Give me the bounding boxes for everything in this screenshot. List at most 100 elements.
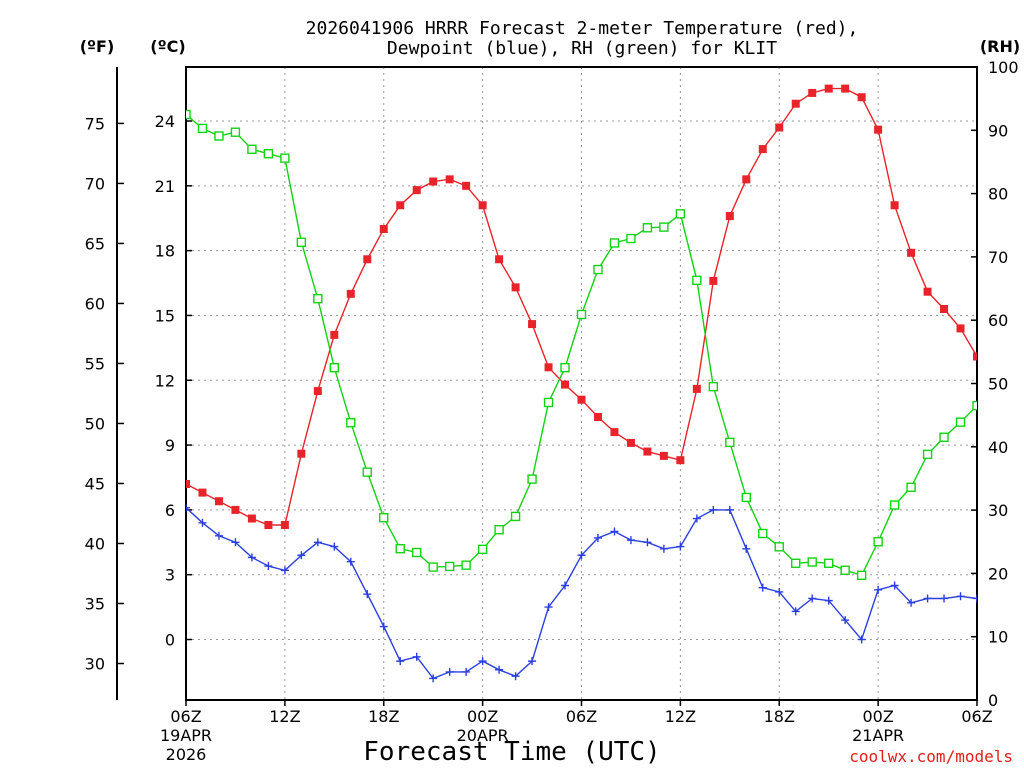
rh-point: [609, 238, 620, 248]
fahrenheit-tick-label: 35: [85, 595, 105, 614]
temperature-point: [577, 395, 586, 404]
x-tick-label: 00Z: [862, 707, 893, 726]
temperature-point: [874, 125, 883, 134]
rh-point: [593, 264, 603, 275]
dewpoint-point: [841, 616, 850, 625]
rh-unit-label: (RH): [980, 37, 1020, 56]
rh-point: [856, 570, 867, 580]
series-dewpoint: [186, 503, 977, 683]
rh-point: [280, 153, 290, 163]
fahrenheit-tick-label: 30: [85, 655, 105, 674]
temperature-point: [186, 479, 190, 488]
rh-point: [263, 149, 274, 159]
rh-point: [774, 542, 784, 552]
dewpoint-point: [857, 635, 866, 644]
dewpoint-point: [643, 538, 652, 547]
x-tick-label: 06Z: [170, 707, 201, 726]
dewpoint-point: [528, 657, 537, 666]
x-tick-label: 06Z: [566, 707, 597, 726]
dewpoint-point: [676, 542, 685, 551]
x-tick-label: 18Z: [368, 707, 399, 726]
dewpoint-point: [709, 505, 718, 514]
celsius-tick-label: 0: [165, 631, 175, 650]
rh-point: [725, 437, 735, 448]
dewpoint-point: [692, 514, 701, 523]
dewpoint-point: [495, 665, 504, 674]
rh-point: [412, 547, 422, 558]
rh-point: [510, 511, 521, 522]
rh-point: [791, 558, 801, 568]
dewpoint-point: [923, 594, 932, 603]
series-2-meter-temperature: [186, 84, 977, 530]
rh-point: [642, 223, 653, 233]
temperature-point: [742, 175, 751, 184]
dewpoint-point: [363, 590, 372, 599]
temperature-point: [363, 255, 372, 264]
rh-point: [889, 500, 900, 510]
gridlines: [186, 67, 977, 700]
rh-point: [362, 467, 372, 477]
rh-point: [692, 275, 702, 286]
x-axis-title: Forecast Time (UTC): [363, 737, 660, 767]
dewpoint-point: [544, 603, 553, 612]
temperature-point: [280, 521, 289, 530]
temperature-point: [214, 497, 223, 506]
rh-point: [659, 222, 669, 232]
temperature-point: [297, 449, 306, 458]
rh-point: [939, 432, 949, 443]
rh-point: [428, 562, 438, 572]
temperature-point: [593, 412, 602, 421]
dewpoint-point: [907, 598, 916, 607]
dewpoint-point: [940, 594, 949, 603]
dewpoint-point: [330, 542, 339, 551]
rh-point: [247, 144, 257, 154]
x-tick-label: 12Z: [269, 707, 300, 726]
temperature-point: [824, 84, 833, 93]
temperature-point: [709, 276, 718, 285]
rh-point: [906, 482, 916, 493]
temperature-point: [907, 248, 916, 257]
temperature-point: [725, 212, 734, 221]
temperature-point: [231, 505, 240, 514]
rh-point: [477, 544, 488, 555]
dewpoint-point: [791, 607, 800, 616]
dewpoint-point: [412, 652, 421, 661]
dewpoint-point: [346, 557, 355, 566]
temperature-point: [841, 84, 850, 93]
series-line: [186, 507, 977, 680]
temperature-point: [561, 380, 570, 389]
x-tick-label: 12Z: [665, 707, 696, 726]
rh-point: [873, 537, 883, 547]
temperature-point: [857, 93, 866, 102]
x-tick-label: 19APR: [160, 726, 212, 745]
temperature-point: [791, 99, 800, 108]
rh-point: [230, 127, 241, 137]
temperature-point: [940, 304, 949, 313]
credit-label: coolwx.com/models: [849, 747, 1013, 766]
dewpoint-point: [379, 622, 388, 631]
temperature-point: [511, 283, 520, 292]
temperature-point: [544, 363, 553, 372]
rh-point: [461, 560, 471, 570]
dewpoint-point: [280, 566, 289, 575]
x-tick-label: 2026: [166, 745, 207, 764]
rh-point: [527, 474, 537, 484]
rh-point: [823, 558, 834, 568]
temperature-point: [198, 488, 207, 497]
rh-tick-label: 90: [988, 121, 1008, 140]
dewpoint-point: [824, 596, 833, 605]
temperature-point: [676, 456, 685, 465]
axes: [116, 66, 978, 706]
temperature-point: [610, 428, 619, 437]
celsius-tick-label: 15: [155, 306, 175, 325]
dewpoint-point: [511, 672, 520, 681]
dewpoint-point: [593, 533, 602, 542]
rh-point: [346, 418, 356, 428]
rh-point: [543, 397, 554, 408]
rh-point: [395, 544, 405, 554]
temperature-point: [758, 145, 767, 154]
temperature-point: [313, 387, 322, 396]
temperature-point: [462, 181, 471, 190]
